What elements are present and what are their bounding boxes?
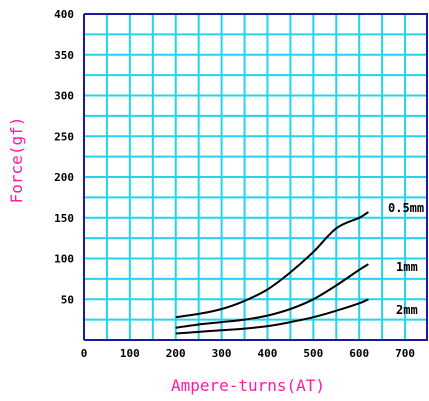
y-tick-label: 200 xyxy=(54,171,74,184)
series-line-3 xyxy=(175,298,369,335)
series-line-2 xyxy=(175,263,369,329)
y-tick-label: 150 xyxy=(54,212,74,225)
axes xyxy=(83,13,428,341)
y-tick-label: 400 xyxy=(54,8,74,21)
x-tick-label: 700 xyxy=(395,347,415,360)
x-tick-label: 400 xyxy=(258,347,278,360)
grid-lines xyxy=(84,14,428,340)
y-tick-labels: 50 100 150 200 250 300 350 400 xyxy=(54,8,74,306)
x-axis-title: Ampere-turns(AT) xyxy=(171,376,325,395)
y-tick-label: 250 xyxy=(54,130,74,143)
x-tick-label: 0 xyxy=(81,347,88,360)
series-label-3: 2mm xyxy=(396,303,418,317)
series-labels: 0.5mm 1mm 2mm xyxy=(388,201,424,317)
x-tick-labels: 0 100 200 300 400 500 600 700 xyxy=(81,347,415,360)
x-tick-label: 500 xyxy=(303,347,323,360)
series-lines xyxy=(175,211,369,335)
x-tick-label: 300 xyxy=(212,347,232,360)
y-axis-title: Force(gf) xyxy=(7,117,26,204)
y-tick-label: 350 xyxy=(54,49,74,62)
y-tick-label: 300 xyxy=(54,90,74,103)
series-label-2: 1mm xyxy=(396,260,418,274)
x-tick-label: 100 xyxy=(120,347,140,360)
y-tick-label: 50 xyxy=(61,293,74,306)
series-line-1 xyxy=(175,211,369,319)
x-tick-label: 200 xyxy=(166,347,186,360)
series-label-1: 0.5mm xyxy=(388,201,424,215)
y-tick-label: 100 xyxy=(54,253,74,266)
x-tick-label: 600 xyxy=(349,347,369,360)
